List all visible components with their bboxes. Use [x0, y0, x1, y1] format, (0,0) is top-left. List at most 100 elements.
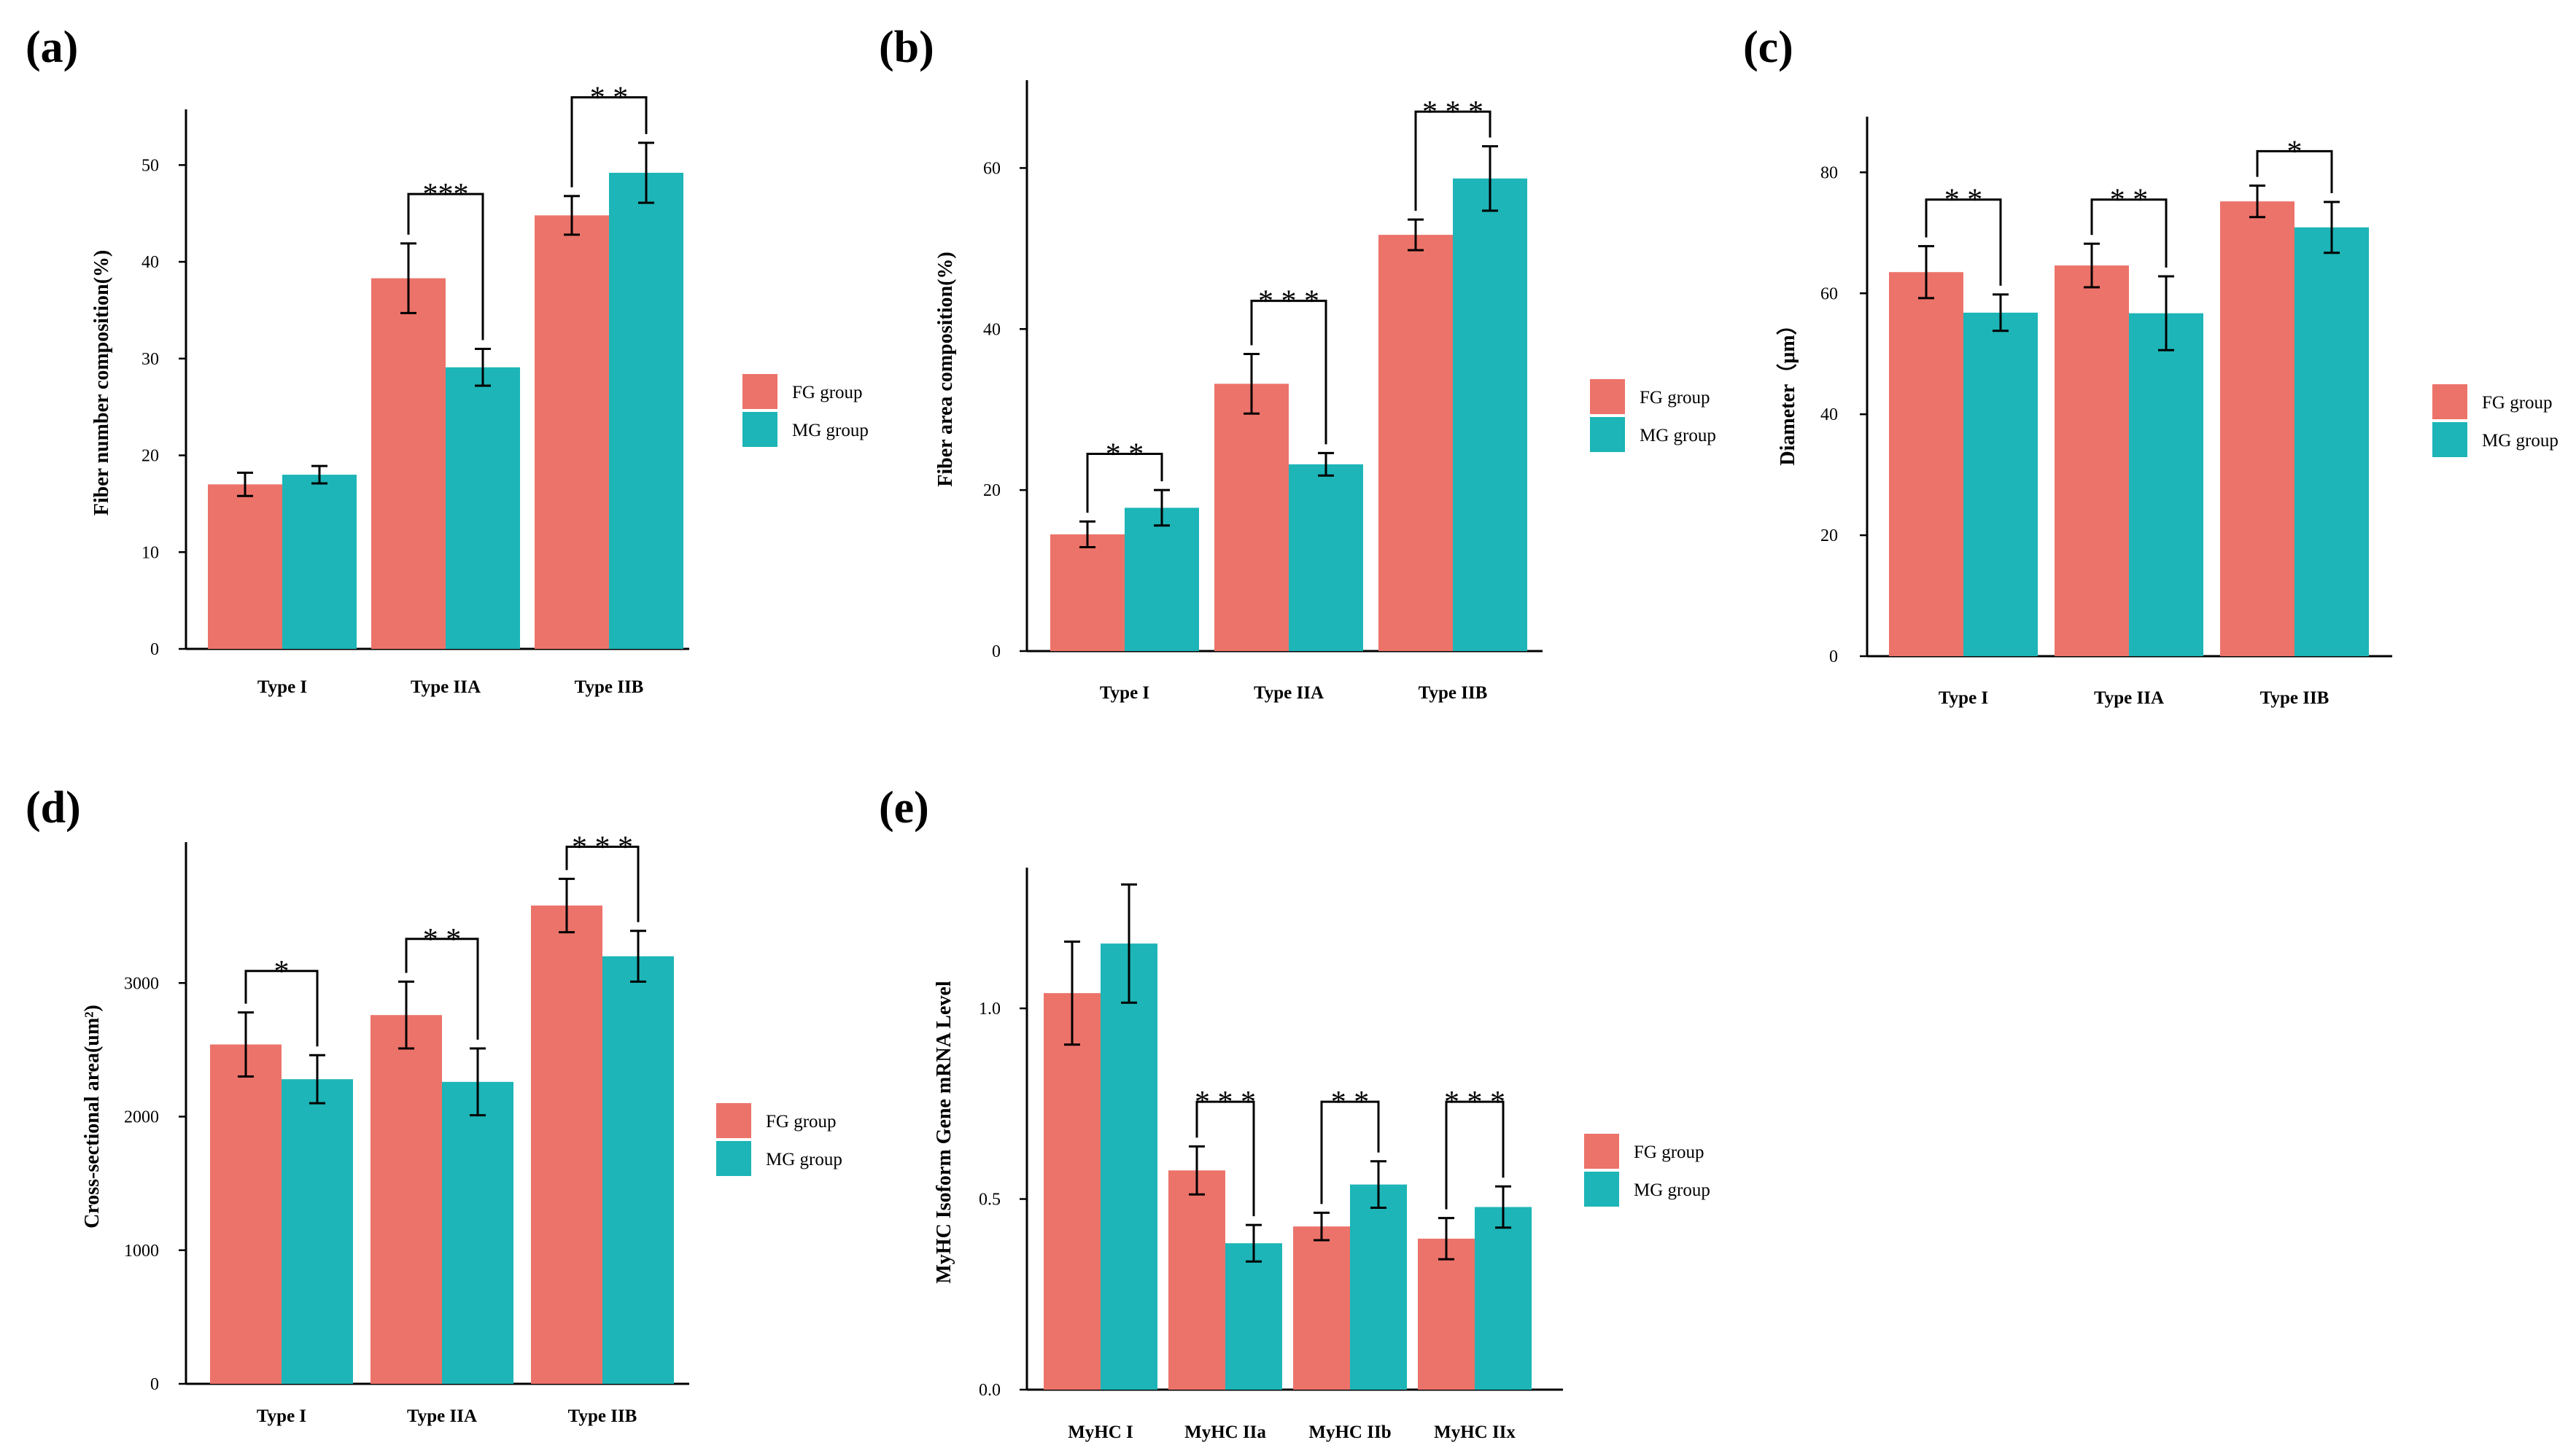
legend-swatch-fg	[716, 1103, 751, 1138]
significance-label: * * *	[1422, 96, 1483, 129]
legend-label: MG group	[1640, 426, 1716, 445]
significance-bracket	[407, 192, 484, 340]
legend-swatch-mg	[1590, 417, 1625, 452]
x-category-label: Type I	[1100, 683, 1149, 703]
y-tick-label: 0.5	[979, 1191, 1001, 1210]
x-category-label: Type I	[257, 677, 307, 697]
x-category-label: Type IIB	[2260, 688, 2330, 708]
bar-mg	[1225, 1243, 1282, 1390]
significance-label: * *	[1944, 184, 1983, 217]
legend-label: MG group	[766, 1150, 842, 1169]
y-tick-label: 1.0	[979, 1000, 1001, 1019]
legend-label: FG group	[766, 1112, 837, 1132]
y-axis-title: Cross-sectional area(um²)	[81, 1005, 104, 1229]
y-axis-title: Fiber area composition(%)	[934, 252, 957, 486]
x-category-label: MyHC IIb	[1308, 1422, 1391, 1442]
significance-bracket	[1195, 1100, 1255, 1217]
significance-label: * * *	[1258, 285, 1319, 319]
bar-fg	[531, 905, 602, 1384]
bar-fg	[2220, 201, 2294, 656]
significance-bracket	[570, 96, 648, 187]
x-category-label: MyHC I	[1068, 1422, 1133, 1442]
significance-label: * * *	[1195, 1086, 1256, 1119]
panel-label: (a)	[26, 23, 78, 72]
legend: FG group MG group	[742, 374, 869, 447]
x-category-label: Type I	[1939, 688, 1988, 708]
y-tick-label: 20	[1820, 526, 1838, 545]
bar-mg	[1101, 943, 1157, 1390]
significance-label: * *	[423, 923, 462, 957]
significance-bracket	[1414, 110, 1491, 211]
y-tick-label: 0.0	[979, 1381, 1001, 1400]
significance-label: * *	[1106, 437, 1144, 471]
bar-fg	[1418, 1238, 1475, 1390]
legend-label: MG group	[1634, 1180, 1710, 1200]
legend-swatch-fg	[1590, 379, 1625, 414]
panel-label: (d)	[26, 783, 81, 833]
chart-panel-1: (a) 0 10 20 30 40 50 Fiber number composition(%…	[26, 23, 869, 697]
x-category-label: Type I	[257, 1406, 306, 1426]
bar-fg	[371, 1015, 442, 1384]
significance-label: * *	[2110, 184, 2149, 217]
chart-panel-3: (c) 0 20 40 60 80 Diameter（μm） Type I Type IIA Ty…	[1743, 23, 2559, 708]
x-category-label: Type IIA	[1254, 683, 1324, 703]
bar-fg	[535, 215, 609, 649]
y-tick-label: 50	[141, 156, 159, 175]
bar-mg	[446, 367, 520, 649]
chart-panel-4: (d) 0 1000 2000 3000 Cross-sectional area(um²…	[26, 783, 842, 1426]
panel-label: (b)	[879, 23, 934, 72]
x-category-label: Type IIB	[575, 677, 644, 697]
y-tick-label: 10	[141, 543, 159, 562]
bar-mg	[1289, 464, 1363, 651]
legend: FG group MG group	[1584, 1134, 1710, 1207]
bar-fg	[371, 278, 446, 649]
y-axis-title: MyHC Isoform Gene mRNA Level	[933, 981, 955, 1283]
significance-bracket	[2090, 198, 2168, 268]
y-tick-label: 30	[141, 350, 159, 369]
bar-fg	[1050, 534, 1125, 651]
bar-fg	[1214, 384, 1289, 651]
x-category-label: Type IIA	[407, 1406, 477, 1426]
significance-bracket	[2256, 149, 2333, 194]
y-tick-label: 60	[983, 159, 1001, 178]
y-tick-label: 0	[150, 1375, 159, 1394]
chart-panel-2: (b) 0 20 40 60 Fiber area composition(%) Type …	[879, 23, 1716, 703]
bar-fg	[210, 1044, 282, 1384]
bar-mg	[1125, 507, 1199, 651]
bar-mg	[2129, 313, 2203, 656]
bar-fg	[1168, 1170, 1225, 1390]
legend-label: FG group	[2482, 393, 2553, 413]
legend-swatch-mg	[2432, 422, 2467, 457]
bar-mg	[1963, 312, 2038, 656]
legend-swatch-mg	[1584, 1172, 1619, 1207]
significance-label: * *	[1331, 1086, 1370, 1119]
y-tick-label: 60	[1820, 284, 1838, 303]
significance-bracket	[244, 970, 319, 1047]
bar-mg	[282, 475, 357, 649]
bar-fg	[2055, 265, 2129, 656]
legend-swatch-fg	[742, 374, 777, 409]
x-category-label: Type IIB	[568, 1406, 637, 1426]
legend: FG group MG group	[2432, 384, 2559, 457]
y-tick-label: 40	[1820, 405, 1838, 424]
x-category-label: MyHC IIx	[1434, 1422, 1516, 1442]
bar-fg	[1378, 235, 1453, 651]
y-tick-label: 1000	[124, 1242, 159, 1261]
legend-swatch-fg	[1584, 1134, 1619, 1169]
significance-label: *	[2287, 135, 2303, 168]
bar-mg	[442, 1081, 513, 1384]
significance-label: ***	[423, 178, 469, 211]
bar-mg	[609, 172, 683, 649]
legend-swatch-fg	[2432, 384, 2467, 419]
y-tick-label: 40	[983, 320, 1001, 339]
bar-mg	[1453, 178, 1527, 651]
y-axis-title: Diameter（μm）	[1775, 314, 1799, 465]
bar-mg	[2294, 227, 2369, 656]
legend-label: FG group	[1640, 388, 1710, 408]
significance-label: * * *	[1444, 1086, 1505, 1119]
y-tick-label: 0	[992, 642, 1001, 661]
bar-fg	[1044, 993, 1101, 1390]
legend-swatch-mg	[716, 1141, 751, 1176]
chart-panel-5: (e) 0.0 0.5 1.0 MyHC Isoform Gene mRNA Level…	[879, 783, 1710, 1442]
